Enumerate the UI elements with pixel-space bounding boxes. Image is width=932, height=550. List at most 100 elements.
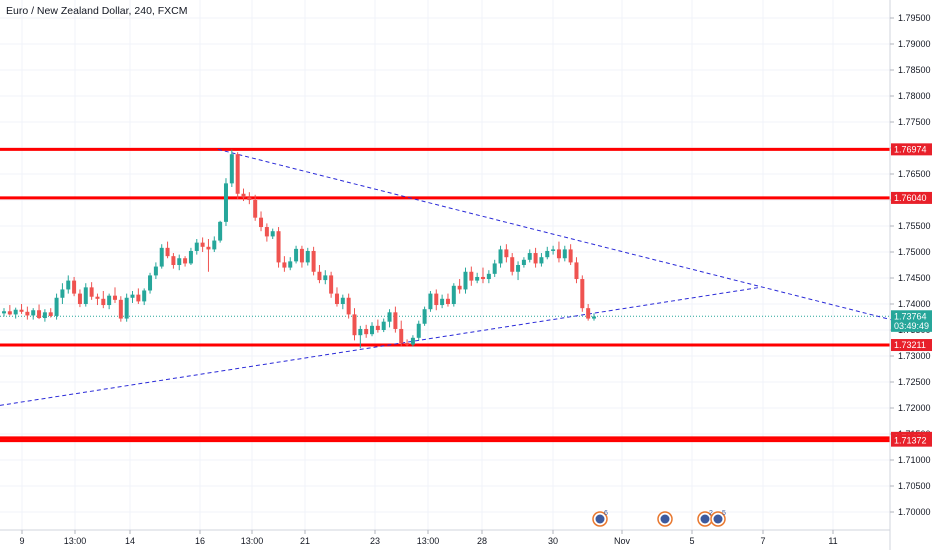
candle [475,272,480,284]
candle [130,291,135,303]
event-globe [713,514,723,524]
candle [592,313,596,321]
candle-body [83,287,88,304]
candle [148,272,153,294]
price-tick-label: 1.72000 [898,403,931,413]
candle [294,245,299,264]
trendline-ascending [0,286,761,406]
time-axis[interactable]: 9 13:00 14 16 13:00 21 23 13:00 28 30 Nov 5 7 11 [0,529,890,546]
candle-body [148,275,153,291]
time-tick-label: 28 [477,536,487,546]
time-tick-label: 7 [760,536,765,546]
candlestick-series [2,149,596,349]
candle [399,320,404,347]
candle [416,320,421,341]
price-tick-label: 1.78000 [898,91,931,101]
candle [7,305,12,316]
candle [375,319,380,333]
event-icons[interactable]: 6 2 5 [592,510,726,527]
candle [580,275,585,312]
candle [556,241,561,263]
candle-body [410,337,415,345]
candle-body [89,287,94,297]
candle [498,245,503,268]
candle-body [31,310,36,316]
candle [288,257,293,271]
candle-body [77,293,82,304]
time-tick-label: 30 [548,536,558,546]
candle-body [516,265,521,272]
price-label-box [891,319,932,332]
candle [486,270,491,284]
candle [410,335,415,347]
candle-body [270,231,275,237]
price-label-box [891,434,932,447]
candle-body [539,257,544,264]
economic-event-icon[interactable]: 6 [592,510,608,527]
candle [235,152,240,199]
candle-body [247,197,252,200]
candle-body [25,311,30,316]
candle [194,239,199,255]
candle [364,324,369,338]
trendlines [0,148,932,406]
candle-body [405,343,410,345]
candle [107,293,112,310]
candle [481,267,486,284]
candle-body [229,154,234,184]
time-tick-label: 13:00 [241,536,264,546]
candle [142,288,147,306]
candle [352,308,357,341]
candle [212,236,217,252]
candle [188,247,193,265]
event-globe [700,514,710,524]
price-label-text: 1.71372 [894,436,927,446]
candle-body [568,249,573,263]
candle-body [206,246,211,250]
candle-body [434,293,439,306]
candle-body [498,249,503,264]
economic-event-icon[interactable] [657,511,673,527]
candle-body [545,250,550,258]
candle [183,256,188,267]
candle-body [592,316,596,319]
candle-body [469,271,474,281]
candle-body [580,279,585,309]
candle [393,306,398,333]
candle [445,293,450,307]
candle [492,259,497,277]
candle [223,178,228,226]
price-label-text: 1.73764 [894,311,927,321]
candle [451,283,456,307]
candle-body [288,261,293,268]
price-tick-label: 1.75000 [898,247,931,257]
candle-body [294,248,299,262]
candle-body [451,285,456,304]
candle-body [171,256,176,265]
candle [89,282,94,300]
candle-body [118,299,123,319]
candle [276,227,281,268]
candle-body [551,249,556,251]
economic-event-icon[interactable]: 5 [710,510,726,527]
price-tick-label: 1.76500 [898,169,931,179]
candle [358,325,363,349]
candle [247,192,252,205]
time-tick-label: 5 [689,536,694,546]
candle-body [200,242,205,247]
time-tick-label: 11 [828,536,837,546]
candle-body [323,275,328,281]
candle-body [346,297,351,315]
event-globe [660,514,670,524]
price-label: 1.76040 [891,191,932,204]
candle-body [521,259,526,265]
candle [440,294,445,309]
candle-body [136,294,141,302]
price-axis[interactable]: 1.795001.790001.785001.780001.775001.770… [889,0,931,550]
candle [521,257,526,268]
candle [545,246,550,260]
candle-body [159,247,164,267]
price-tick-label: 1.78500 [898,65,931,75]
price-tick-label: 1.77500 [898,117,931,127]
